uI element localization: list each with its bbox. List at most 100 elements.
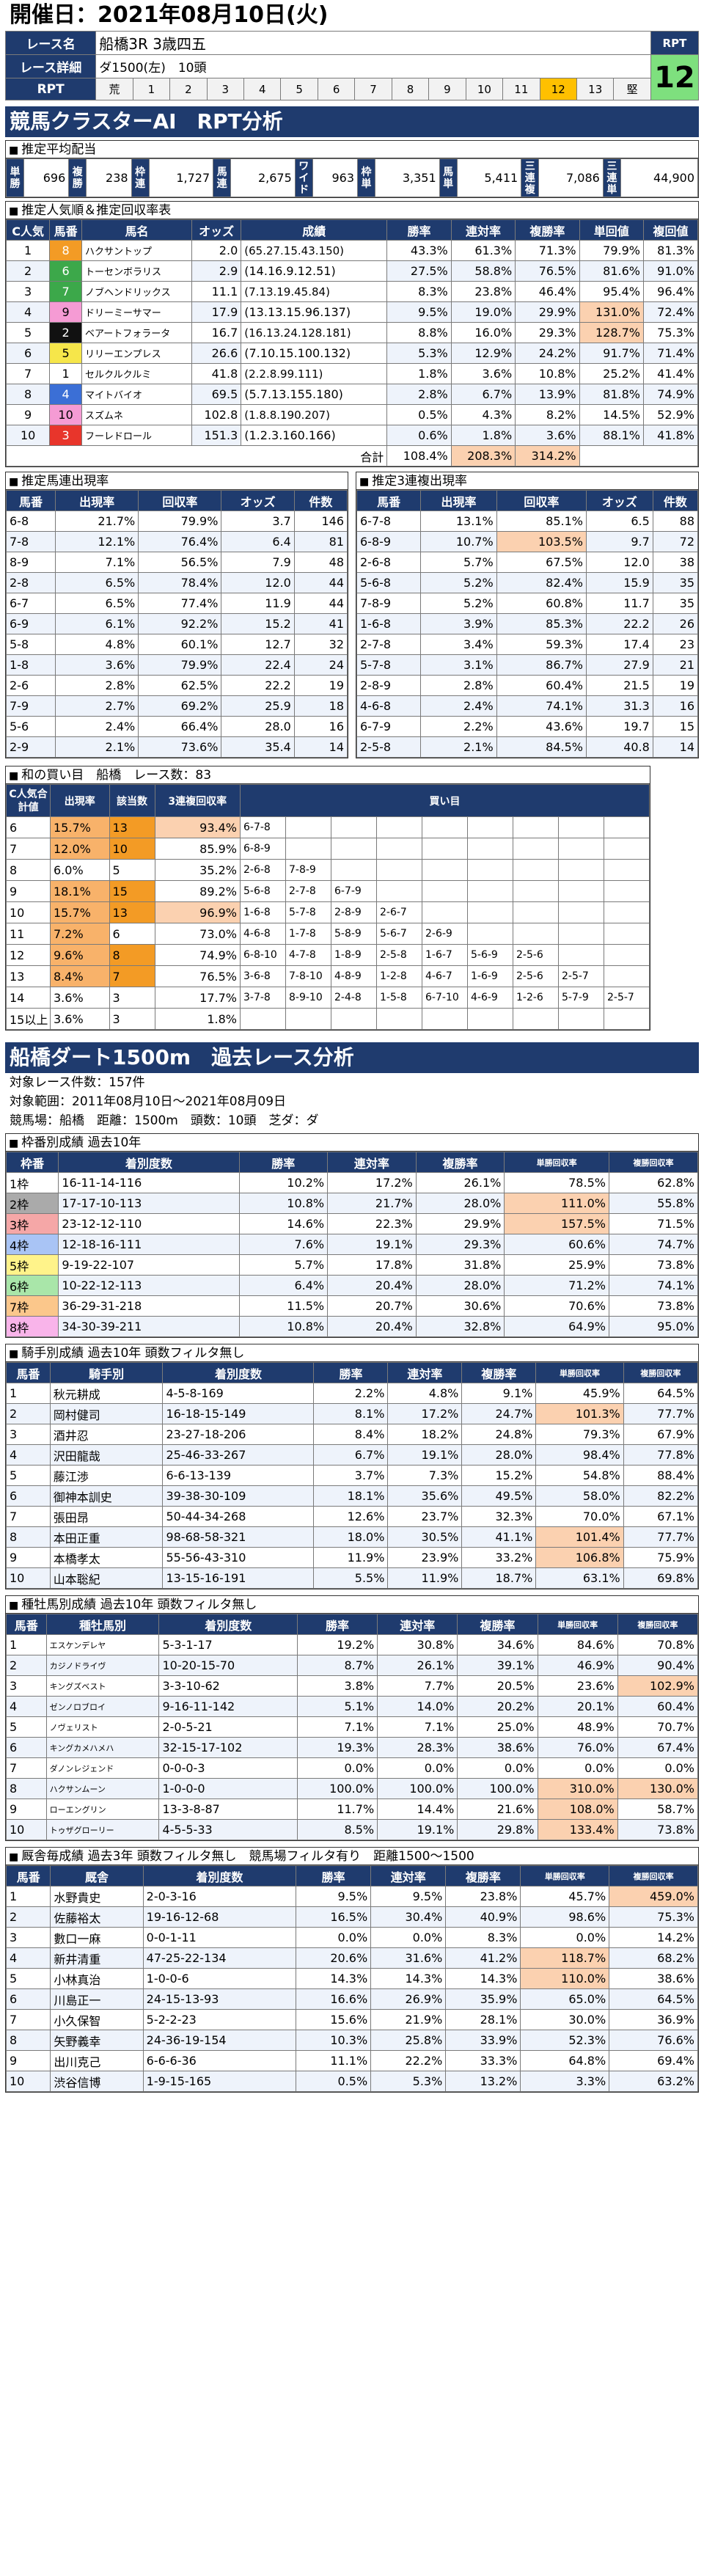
wa-kaime — [467, 859, 513, 881]
shubo-cell: 0-0-0-3 — [158, 1757, 298, 1779]
wa-sum: 14 — [6, 987, 51, 1009]
sanren-row: 7-8-9 5.2% 60.8% 11.7 35 — [356, 593, 699, 614]
kishu-cell: 24.8% — [461, 1424, 537, 1445]
haito-label: 三連複 — [521, 158, 540, 197]
kyusha-cell: 52.3% — [520, 2030, 610, 2051]
shubo-cell: 102.9% — [617, 1675, 699, 1697]
wa-kaime: 2-5-8 — [376, 944, 422, 966]
umaban-row: 5-8 4.8% 60.1% 12.7 32 — [6, 634, 348, 655]
kyusha-cell: 1-0-0-6 — [142, 1968, 297, 1989]
shubo-cell: 2-0-5-21 — [158, 1716, 298, 1738]
ninki-cell: 71.3% — [515, 240, 580, 261]
kyusha-cell: 76.6% — [609, 2030, 698, 2051]
kishu-cell: 8.4% — [313, 1424, 389, 1445]
kyusha-cell: 68.2% — [609, 1947, 698, 1969]
kishu-cell: 酒井忍 — [49, 1424, 164, 1445]
wa-rate: 9.6% — [50, 944, 110, 966]
ninki-cell: 76.5% — [515, 260, 580, 282]
wa-kaime — [422, 838, 468, 860]
umaban-cell: 5-6 — [6, 716, 56, 737]
shubo-cell: 38.6% — [457, 1737, 538, 1758]
ninki-header: 馬名 — [81, 219, 192, 241]
kyusha-row: 1 水野貴史 2-0-3-16 9.5% 9.5% 23.8% 45.7% 459.0% — [5, 1886, 698, 1907]
kishu-cell: 7.3% — [387, 1465, 463, 1486]
race-name: 船橋3R 3歳四五 — [95, 31, 651, 55]
waku-cell: 3枠 — [5, 1213, 59, 1234]
umaban-cell: 78.4% — [138, 572, 222, 593]
umaban-row: 8-9 7.1% 56.5% 7.9 48 — [6, 552, 348, 573]
ninki-cell: 88.1% — [579, 425, 645, 446]
sanren-cell: 59.3% — [496, 634, 587, 655]
ninki-cell: 2.9 — [191, 260, 242, 282]
kishu-cell: 3 — [6, 1424, 51, 1445]
kishu-row: 4 沢田龍哉 25-46-33-267 6.7% 19.1% 28.0% 98.4% 77.8… — [6, 1444, 699, 1466]
ninki-cell: 13.9% — [515, 384, 580, 405]
ninki-cell: (65.27.15.43.150) — [241, 240, 388, 261]
shubo-cell: 3 — [6, 1675, 47, 1697]
sanren-cell: 6-8-9 — [356, 531, 422, 552]
ninki-cell: 69.5 — [191, 384, 242, 405]
sanren-title: 推定3連複出現率 — [372, 474, 468, 489]
umaban-cell: 12.1% — [54, 531, 139, 552]
rpt-scale-cell: 8 — [391, 78, 430, 100]
shubo-cell: 100.0% — [457, 1778, 538, 1799]
sanren-cell: 10.7% — [420, 531, 497, 552]
wa-rate: 6.0% — [50, 859, 110, 881]
waku-cell: 10.8% — [238, 1316, 329, 1337]
kishu-cell: 35.6% — [387, 1485, 463, 1507]
wa-recovery: 1.8% — [154, 1008, 241, 1030]
wa-recovery: 89.2% — [154, 880, 241, 902]
umaban-cell: 7.9 — [221, 552, 295, 573]
waku-cell: 23-12-12-110 — [58, 1213, 240, 1234]
wa-kaime: 3-7-8 — [240, 987, 286, 1009]
waku-header: 着別度数 — [58, 1152, 240, 1173]
ninki-cell: 1.8% — [450, 425, 516, 446]
kyusha-cell: 佐藤裕太 — [50, 1906, 144, 1928]
umaban-cell: 4.8% — [54, 634, 139, 655]
kyusha-cell: 69.4% — [609, 2050, 698, 2071]
wa-kaime — [604, 944, 650, 966]
sanren-row: 6-8-9 10.7% 103.5% 9.7 72 — [356, 531, 699, 552]
ninki-cell: 12.9% — [450, 343, 516, 364]
ninki-cell: 17.9 — [191, 301, 242, 323]
kyusha-cell: 14.3% — [445, 1968, 521, 1989]
waku-header: 複勝率 — [415, 1152, 505, 1173]
umaban-cell: 66.4% — [138, 716, 222, 737]
shubo-cell: 84.6% — [537, 1634, 618, 1655]
shubo-cell: 310.0% — [537, 1778, 618, 1799]
waku-cell: 17-17-10-113 — [58, 1193, 240, 1214]
wa-count: 3 — [109, 987, 155, 1009]
kyusha-table: 馬番 厩舎 着別度数 勝率 連対率 複勝率 単勝回収率 複勝回収率 1 水野貴史 2-0-3-16 9… — [5, 1865, 698, 2092]
kyusha-cell: 30.4% — [370, 1906, 447, 1928]
kishu-header: 複勝率 — [461, 1362, 537, 1383]
waku-cell: 20.4% — [327, 1275, 417, 1296]
waku-row: 2枠 17-17-10-113 10.8% 21.7% 28.0% 111.0% 55.8% — [5, 1193, 699, 1214]
ninki-row: 4 9 ドリーミーサマー 17.9 (13.13.15.96.137) 9.5% 19.0%… — [5, 301, 698, 323]
umaban-cell: 56.5% — [138, 552, 222, 573]
kyusha-cell: 64.8% — [520, 2050, 610, 2071]
wa-header: 出現率 — [50, 784, 110, 817]
waku-cell: 6.4% — [238, 1275, 329, 1296]
waku-row: 4枠 12-18-16-111 7.6% 19.1% 29.3% 60.6% 74.7% — [5, 1234, 699, 1255]
ninki-row: 7 1 セルクルクルミ 41.8 (2.2.8.99.111) 1.8% 3.6% 10.8%… — [5, 363, 698, 384]
kishu-cell: 23-27-18-206 — [162, 1424, 315, 1445]
kishu-title: 騎手別成績 過去10年 頭数フィルタ無し — [21, 1346, 245, 1361]
umaban-cell: 6-7 — [6, 593, 56, 614]
waku-cell: 31.8% — [415, 1254, 505, 1276]
sanren-cell: 2-8-9 — [356, 675, 422, 696]
shubo-cell: ダノンレジェンド — [45, 1757, 160, 1779]
kyusha-cell: 9.5% — [370, 1886, 447, 1907]
sanren-cell: 3.1% — [420, 654, 497, 676]
ninki-cell: 29.9% — [515, 301, 580, 323]
waku-cell: 14.6% — [238, 1213, 329, 1234]
waku-cell: 26.1% — [415, 1172, 505, 1193]
ninki-cell: 10 — [49, 404, 82, 425]
ninki-cell: フーレドロール — [81, 425, 192, 446]
shubo-cell: 14.4% — [377, 1799, 458, 1820]
sanren-row: 2-5-8 2.1% 84.5% 40.8 14 — [356, 736, 699, 758]
waku-row: 8枠 34-30-39-211 10.8% 20.4% 32.8% 64.9% 95.0% — [5, 1316, 699, 1337]
kyusha-cell: 2 — [5, 1906, 51, 1928]
kishu-cell: 18.7% — [461, 1567, 537, 1589]
shubo-cell: 0.0% — [377, 1757, 458, 1779]
wa-kaime: 1-6-7 — [422, 944, 468, 966]
